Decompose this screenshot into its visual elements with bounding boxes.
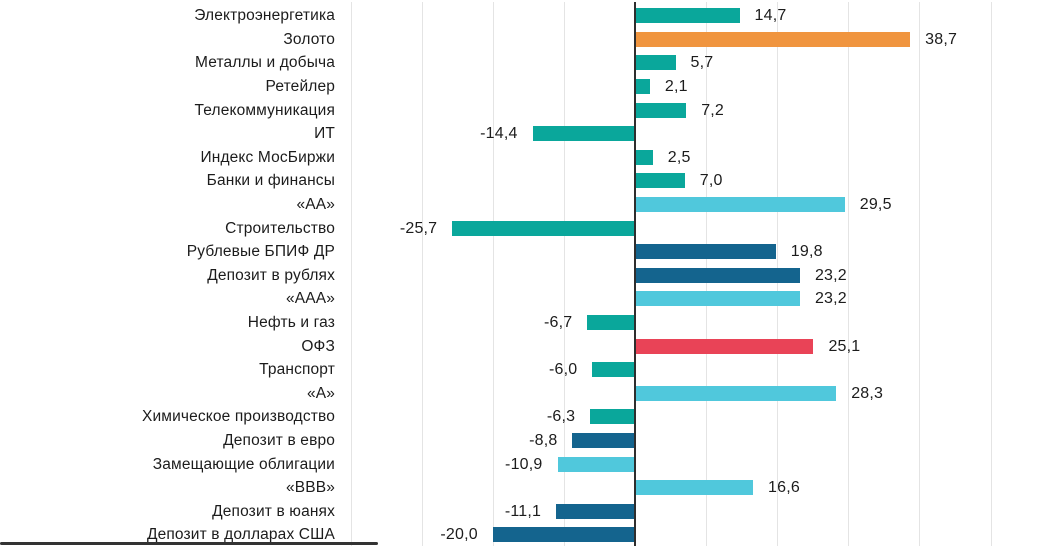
value-label: -11,1: [504, 502, 542, 520]
value-label: -6,7: [544, 314, 573, 331]
category-label: Электроэнергетика: [194, 7, 335, 25]
value-label: 7,0: [699, 172, 723, 190]
value-label: -10,9: [505, 455, 543, 473]
category-label: «АА»: [296, 196, 335, 213]
bar: [635, 480, 754, 496]
value-label: 16,6: [768, 479, 800, 497]
gridline: [919, 2, 921, 546]
bar: [592, 362, 635, 378]
bar: [557, 456, 635, 472]
value-label: -20,0: [440, 526, 478, 544]
value-label: 2,1: [664, 78, 688, 95]
value-label: -6,3: [546, 408, 576, 426]
category-label: Депозит в евро: [223, 432, 335, 449]
category-label: Транспорт: [259, 361, 335, 379]
gridline: [563, 2, 565, 546]
value-label: -8,8: [529, 432, 558, 449]
value-label: 14,7: [754, 7, 787, 25]
category-label: «ААА»: [285, 290, 335, 308]
bar: [572, 433, 635, 448]
bar: [635, 338, 814, 354]
value-label: 38,7: [925, 30, 958, 48]
bar: [635, 31, 911, 47]
bar: [635, 244, 776, 260]
category-label: Замещающие облигации: [152, 455, 335, 473]
category-label: Нефть и газ: [247, 314, 335, 331]
bar: [635, 102, 687, 118]
value-label: 23,2: [814, 290, 847, 308]
value-label: 25,1: [828, 337, 861, 355]
bar: [556, 503, 635, 519]
category-label: Депозит в рублях: [207, 266, 335, 284]
value-label: 19,8: [790, 243, 823, 261]
gridline: [421, 2, 423, 546]
bar: [635, 267, 800, 283]
value-label: -25,7: [399, 219, 438, 237]
category-label: Строительство: [225, 219, 335, 237]
bar: [635, 8, 740, 24]
bar: [635, 55, 676, 71]
bar: [635, 197, 845, 212]
category-label: Ретейлер: [265, 78, 335, 95]
value-label: 23,2: [814, 266, 847, 284]
value-label: 5,7: [690, 54, 714, 72]
category-label: Химическое производство: [141, 408, 335, 426]
value-label: 28,3: [851, 384, 884, 402]
category-label: ИТ: [314, 125, 335, 143]
category-label: Металлы и добыча: [194, 54, 335, 72]
category-label: Депозит в юанях: [212, 502, 335, 520]
category-label: «А»: [306, 384, 335, 402]
bar: [492, 527, 635, 543]
bar: [635, 79, 650, 94]
category-label: Банки и финансы: [206, 172, 335, 190]
bar: [635, 173, 685, 189]
bar: [635, 149, 653, 165]
category-label: Телекоммуникация: [194, 101, 335, 119]
gridline: [492, 2, 494, 546]
category-label: Индекс МосБиржи: [200, 148, 335, 166]
bar: [532, 126, 635, 142]
value-label: 29,5: [859, 196, 892, 213]
gridline: [990, 2, 992, 546]
bar: [587, 315, 635, 330]
value-label: 7,2: [701, 101, 725, 119]
gridline: [350, 2, 352, 546]
bar: [635, 385, 837, 401]
bar: [452, 220, 635, 236]
category-label: Рублевые БПИФ ДР: [186, 243, 335, 261]
gridline: [848, 2, 850, 546]
value-label: -14,4: [480, 125, 518, 143]
category-label: Золото: [283, 30, 335, 48]
bottom-partial-line: [0, 542, 378, 545]
value-label: 2,5: [667, 148, 691, 166]
category-label: ОФЗ: [301, 337, 335, 355]
bar: [635, 291, 800, 307]
category-label: Депозит в долларах США: [146, 526, 335, 544]
category-label: «ВВВ»: [285, 479, 335, 497]
bar: [590, 409, 635, 425]
value-label: -6,0: [548, 361, 578, 379]
zero-axis-line: [634, 2, 636, 546]
